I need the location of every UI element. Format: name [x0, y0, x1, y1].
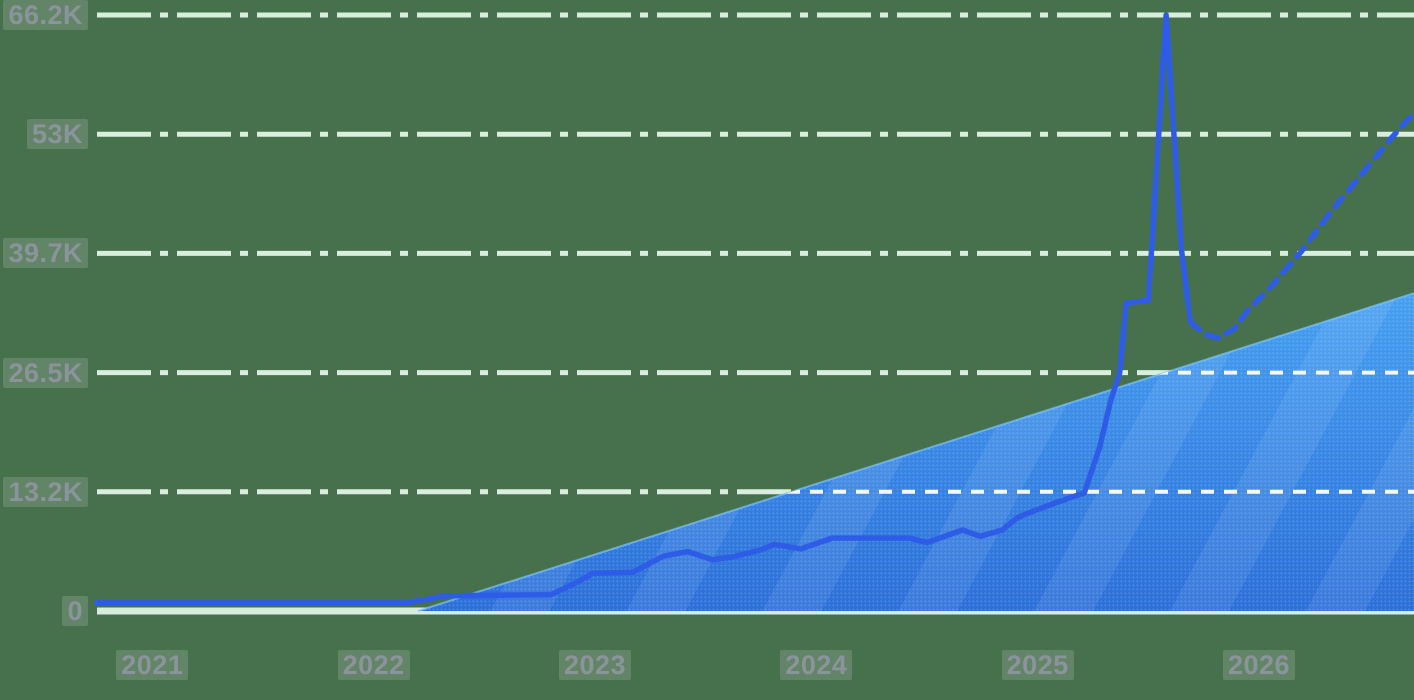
y-axis-tick-label: 39.7K	[0, 238, 88, 269]
trend-area	[417, 292, 1414, 612]
x-axis-tick-label: 2023	[525, 650, 665, 680]
y-axis-tick-label: 66.2K	[0, 0, 88, 30]
x-axis-tick-label: 2021	[82, 650, 222, 680]
projection-line	[1187, 110, 1414, 341]
y-axis-tick-label: 0	[0, 596, 88, 626]
y-axis-tick-label: 53K	[0, 119, 88, 150]
x-axis-tick-label: 2026	[1189, 650, 1329, 680]
y-axis-tick-label: 26.5K	[0, 357, 88, 388]
x-axis-tick-label: 2022	[304, 650, 444, 680]
x-axis-tick-label: 2025	[968, 650, 1108, 680]
y-axis-tick-label: 13.2K	[0, 476, 88, 507]
x-axis-tick-label: 2024	[746, 650, 886, 680]
history-line	[94, 12, 1194, 606]
